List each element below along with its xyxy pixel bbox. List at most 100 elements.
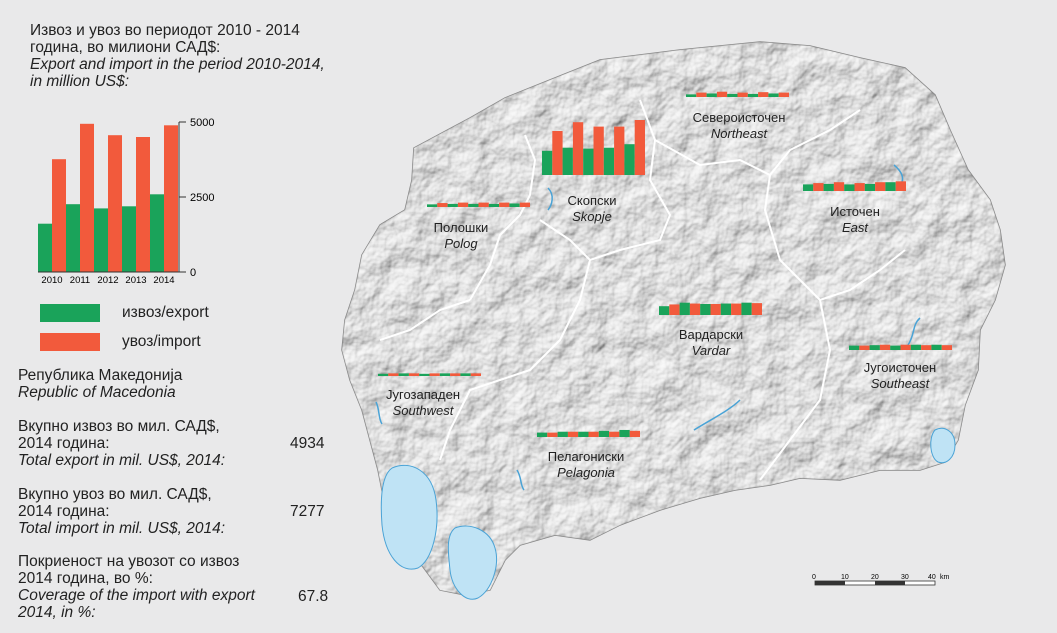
bar-import-2011: [80, 123, 94, 272]
stat-coverage-en1: Coverage of the import with export: [18, 587, 255, 604]
region-east-import-bar: [875, 182, 886, 191]
region-southeast-import-bar: [859, 345, 870, 350]
region-polog-import-bar: [437, 203, 448, 207]
region-pelagonia-import-bar: [567, 431, 579, 437]
stat-export-value: 4934: [290, 435, 325, 452]
legend-export: извоз/export: [40, 304, 209, 322]
region-southeast-import-bar: [879, 344, 891, 350]
region-east-import-bar: [813, 183, 824, 191]
region-skopje-export-bar: [624, 144, 635, 175]
region-pelagonia-export-bar: [557, 431, 568, 437]
region-northeast-export-bar: [706, 93, 717, 97]
region-northeast-export-bar: [768, 93, 779, 97]
region-southeast-label-en: Southeast: [871, 376, 931, 391]
region-borders: [379, 99, 906, 481]
stat-coverage-en2: 2014, in %:: [18, 604, 96, 621]
region-northeast-import-bar: [778, 92, 789, 97]
region-pelagonia-import-bar: [609, 431, 620, 437]
region-polog-label-mk: Полошки: [434, 220, 489, 235]
stat-coverage-value: 67.8: [298, 588, 329, 605]
chart-title: Извоз и увоз во периодот 2010 - 2014 год…: [30, 22, 325, 90]
region-southwest-export-bar: [398, 373, 409, 376]
border-polog-skopje: [469, 134, 537, 301]
ytick-label-5000: 5000: [190, 117, 214, 129]
region-southeast-import-bar: [941, 345, 952, 350]
legend-export-label: извоз/export: [122, 304, 209, 321]
region-northeast-export-bar: [686, 94, 697, 97]
country-name: Република Македонија Republic of Macedon…: [18, 367, 182, 401]
region-southeast-label-mk: Југоисточен: [864, 360, 936, 375]
region-northeast-label-en: Northeast: [711, 126, 769, 141]
x-tick-labels: 2010 2011 2012 2013 2014: [41, 275, 174, 286]
stat-export: Вкупно извоз во мил. САД$, 2014 година: …: [18, 418, 225, 469]
bar-import-2010: [52, 159, 66, 272]
stat-export-mk1: Вкупно извоз во мил. САД$,: [18, 418, 220, 435]
region-polog-export-bar: [468, 203, 479, 207]
region-east-import-bar: [854, 183, 865, 191]
xtick-label-2011: 2011: [70, 275, 90, 286]
region-northeast-export-bar: [727, 93, 738, 97]
region-skopje-export-bar: [583, 148, 594, 175]
legend-import: увоз/import: [40, 333, 201, 351]
lake-ohrid: [380, 464, 438, 570]
region-pelagonia-export-bar: [619, 429, 630, 437]
legend-export-swatch: [40, 304, 100, 322]
border-vardar-southeast: [759, 299, 832, 481]
region-polog-export-bar: [488, 203, 500, 207]
xtick-label-2013: 2013: [125, 275, 146, 286]
region-skopje-export-bar: [603, 147, 615, 175]
scale-tick-20: 20: [871, 574, 879, 581]
region-southwest-export-bar: [439, 373, 451, 376]
bar-export-2012: [94, 208, 108, 272]
legend-import-label: увоз/import: [122, 333, 201, 350]
region-skopje-label-en: Skopje: [572, 209, 612, 224]
region-east-export-bar: [844, 184, 855, 191]
region-polog-export-bar: [509, 203, 520, 207]
region-skopje-import-bar: [593, 126, 604, 175]
ytick-label-0: 0: [190, 267, 196, 279]
region-east-export-bar: [803, 184, 814, 191]
region-vardar-import-bar: [689, 303, 701, 315]
region-pelagonia-export-bar: [537, 432, 548, 437]
scale-unit: km: [940, 574, 950, 581]
scale-bar-segment-3: [875, 581, 905, 585]
region-skopje-import-bar: [552, 131, 563, 175]
region-skopje-import-bar: [634, 120, 645, 175]
region-pelagonia-label-en: Pelagonia: [557, 465, 615, 480]
country-mk: Република Македонија: [18, 367, 183, 384]
region-skopje-import-bar: [572, 122, 584, 175]
region-southeast-import-bar: [921, 345, 932, 350]
region-vardar-export-bar: [679, 302, 690, 315]
region-pelagonia-import-bar: [547, 432, 558, 437]
region-southwest-export-bar: [419, 373, 430, 376]
title-mk-line1: Извоз и увоз во периодот 2010 - 2014: [30, 22, 300, 39]
main-bar-chart: 5000 2500 0 2010 2011 2012 2013 2014: [38, 117, 214, 286]
main-bars: [38, 123, 178, 272]
region-vardar-export-bar: [659, 306, 670, 315]
lake-dojran: [930, 427, 956, 464]
region-southeast-import-bar: [900, 344, 911, 350]
scale-tick-10: 10: [841, 574, 849, 581]
region-southeast-export-bar: [910, 344, 922, 350]
stat-import-mk2: 2014 година:: [18, 503, 110, 520]
stat-import-mk1: Вкупно увоз во мил. САД$,: [18, 486, 212, 503]
rivers: [375, 164, 921, 491]
bar-export-2014: [150, 194, 164, 272]
region-east-export-bar: [864, 183, 876, 191]
bar-import-2013: [136, 137, 150, 272]
river-2: [693, 399, 741, 431]
region-polog-import-bar: [478, 202, 489, 207]
region-vardar-import-bar: [751, 303, 762, 315]
border-skopje-vardar: [539, 99, 672, 262]
region-pelagonia-export-bar: [598, 430, 610, 437]
region-southwest-export-bar: [378, 373, 389, 376]
ytick-label-2500: 2500: [190, 192, 214, 204]
region-northeast-import-bar: [716, 91, 728, 97]
region-southwest-export-bar: [460, 373, 471, 376]
title-en-line1: Export and import in the period 2010-201…: [30, 56, 325, 73]
river-4: [893, 164, 904, 183]
